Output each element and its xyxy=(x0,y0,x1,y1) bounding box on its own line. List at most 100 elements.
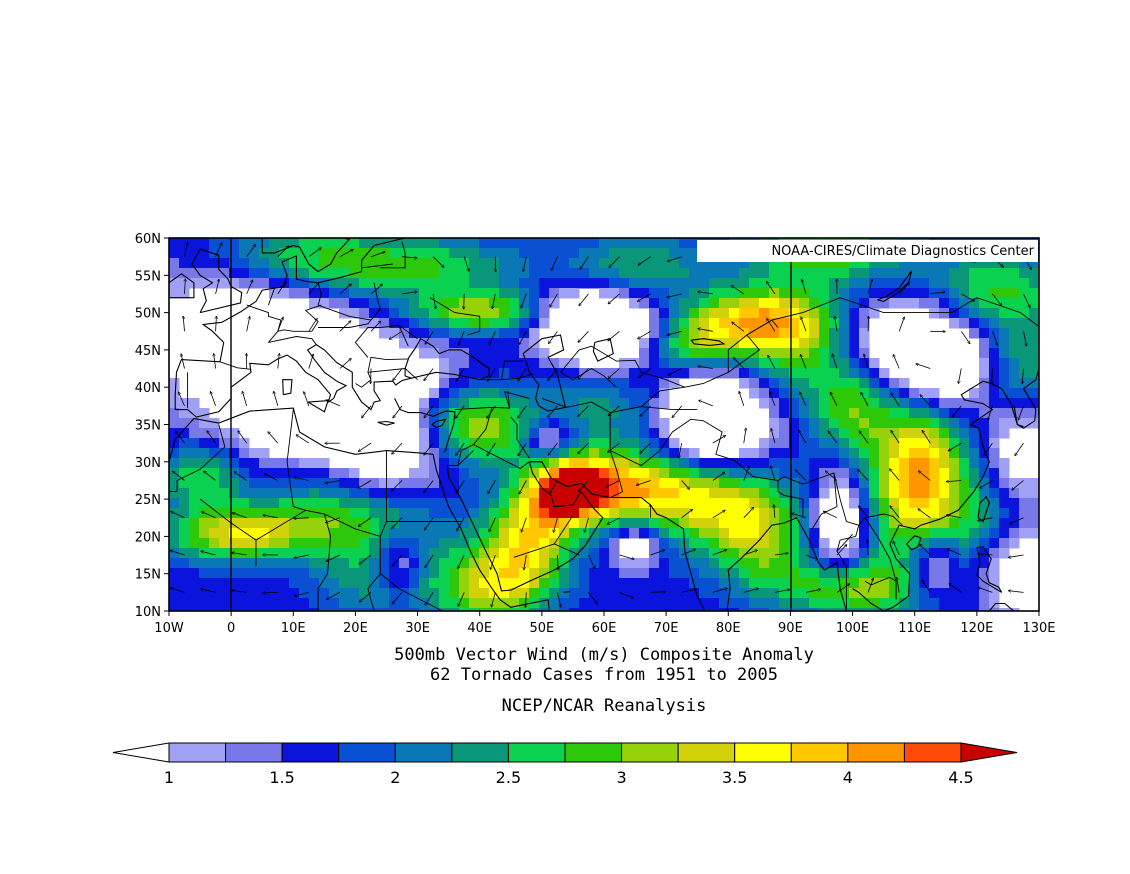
shade-cell xyxy=(869,538,880,549)
shade-cell xyxy=(869,258,880,269)
shade-cell xyxy=(669,478,680,489)
shade-cell xyxy=(579,538,590,549)
shade-cell xyxy=(879,478,890,489)
shade-cell xyxy=(349,468,360,479)
shade-cell xyxy=(809,438,820,449)
shade-cell xyxy=(289,568,300,579)
shade-cell xyxy=(719,508,730,519)
shade-cell xyxy=(489,478,500,489)
shade-cell xyxy=(339,548,350,559)
shade-cell xyxy=(859,298,870,309)
shade-cell xyxy=(749,378,760,389)
wind-vector xyxy=(207,431,216,444)
shade-cell xyxy=(949,548,960,559)
colorbar-label: 3 xyxy=(617,768,627,787)
shade-cell xyxy=(479,238,490,249)
shade-cell xyxy=(729,338,740,349)
wind-vector xyxy=(234,472,247,481)
shade-cell xyxy=(709,478,720,489)
shade-cell xyxy=(379,308,390,319)
shade-cell xyxy=(189,458,200,469)
shade-cell xyxy=(889,448,900,459)
shade-cell xyxy=(629,508,640,519)
shade-cell xyxy=(429,238,440,249)
wind-vector xyxy=(836,584,850,593)
shade-cell xyxy=(819,438,830,449)
shade-cell xyxy=(879,528,890,539)
shade-cell xyxy=(309,258,320,269)
shade-cell xyxy=(409,568,420,579)
shade-cell xyxy=(409,298,420,309)
shade-cell xyxy=(759,308,770,319)
shade-cell xyxy=(499,418,510,429)
shade-cell xyxy=(179,478,190,489)
shade-cell xyxy=(799,458,810,469)
shade-cell xyxy=(859,568,870,579)
shade-cell xyxy=(339,558,350,569)
wind-vector xyxy=(548,368,558,381)
shade-cell xyxy=(359,318,370,329)
shade-cell xyxy=(689,248,700,259)
shade-cell xyxy=(929,608,940,611)
shade-cell xyxy=(809,568,820,579)
shade-cell xyxy=(509,458,520,469)
shade-cell xyxy=(499,518,510,529)
shade-cell xyxy=(639,578,650,589)
shade-cell xyxy=(239,608,250,611)
country-border xyxy=(267,287,276,306)
shade-cell xyxy=(689,448,700,459)
wind-vector xyxy=(359,442,372,451)
shade-cell xyxy=(589,408,600,419)
shade-cell xyxy=(1019,498,1030,509)
shade-cell xyxy=(459,278,470,289)
shade-cell xyxy=(599,248,610,259)
shade-cell xyxy=(319,548,330,559)
shade-cell xyxy=(349,508,360,519)
country-border xyxy=(864,517,897,600)
lon-label: 40E xyxy=(467,621,492,636)
shade-cell xyxy=(459,578,470,589)
shade-cell xyxy=(439,568,450,579)
shade-cell xyxy=(939,478,950,489)
shade-cell xyxy=(629,398,640,409)
shade-cell xyxy=(589,378,600,389)
shade-cell xyxy=(479,378,490,389)
shade-cell xyxy=(669,258,680,269)
shade-cell xyxy=(989,338,1000,349)
shade-cell xyxy=(209,588,220,599)
country-border xyxy=(255,509,306,541)
shade-cell xyxy=(789,328,800,339)
shade-cell xyxy=(639,528,650,539)
shade-cell xyxy=(539,348,550,359)
shade-cell xyxy=(739,258,750,269)
shade-cell xyxy=(549,238,560,249)
shade-cell xyxy=(219,528,230,539)
shade-cell xyxy=(649,558,660,569)
shade-cell xyxy=(439,258,450,269)
shade-cell xyxy=(459,468,470,479)
shade-cell xyxy=(579,598,590,609)
shade-cell xyxy=(969,608,980,611)
country-border xyxy=(199,498,257,567)
shade-cell xyxy=(469,338,480,349)
wind-vector xyxy=(549,331,558,343)
wind-vector xyxy=(173,471,185,481)
shade-cell xyxy=(899,378,910,389)
shade-cell xyxy=(399,308,410,319)
shade-cell xyxy=(209,598,220,609)
shade-cell xyxy=(669,238,680,249)
shade-cell xyxy=(589,508,600,519)
shade-cell xyxy=(1009,328,1020,339)
shade-cell xyxy=(519,358,530,369)
shade-cell xyxy=(249,248,260,259)
shade-cell xyxy=(289,248,300,259)
shade-cell xyxy=(869,458,880,469)
shade-cell xyxy=(479,538,490,549)
shade-cell xyxy=(269,588,280,599)
shade-cell xyxy=(899,438,910,449)
shade-cell xyxy=(499,338,510,349)
shade-cell xyxy=(739,298,750,309)
shade-cell xyxy=(849,318,860,329)
shade-cell xyxy=(229,608,240,611)
shade-cell xyxy=(279,468,290,479)
